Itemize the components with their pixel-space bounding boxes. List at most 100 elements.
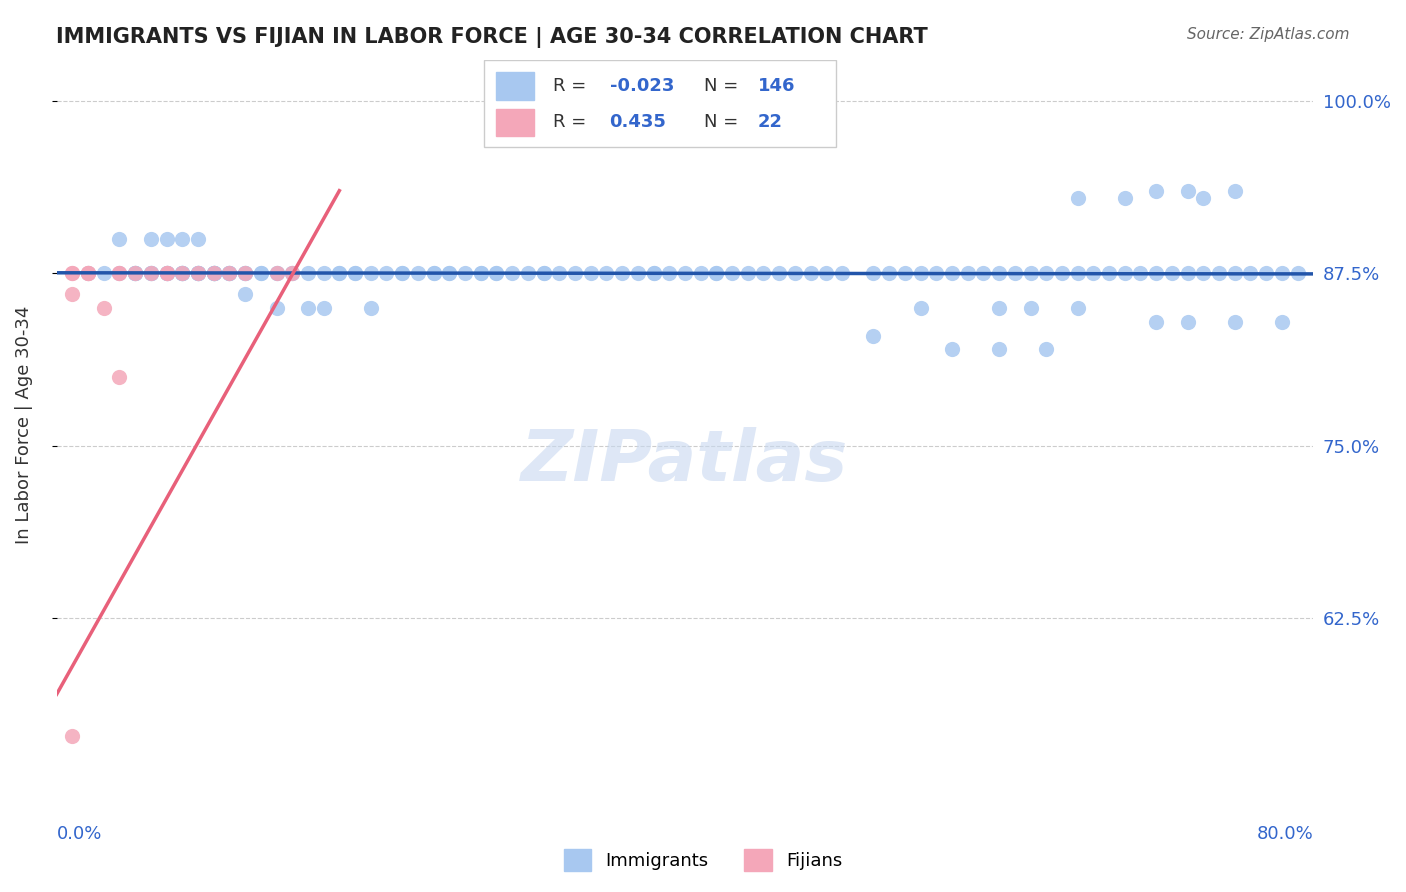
Point <box>1239 267 1261 281</box>
Point <box>60 729 83 743</box>
Point <box>956 267 979 281</box>
Point <box>485 267 508 281</box>
Point <box>1050 267 1073 281</box>
Point <box>643 267 665 281</box>
Point <box>328 267 350 281</box>
Point <box>187 267 209 281</box>
Point <box>139 232 162 246</box>
Point <box>218 267 240 281</box>
Point <box>406 267 429 281</box>
Point <box>108 370 131 384</box>
Point <box>202 267 225 281</box>
Point <box>988 267 1011 281</box>
Point <box>454 267 477 281</box>
Point <box>1271 267 1294 281</box>
Point <box>595 267 617 281</box>
Point <box>925 267 948 281</box>
Point <box>60 267 83 281</box>
Point <box>155 267 177 281</box>
Text: -0.023: -0.023 <box>610 77 673 95</box>
Point <box>124 267 146 281</box>
Point <box>139 267 162 281</box>
Point <box>139 267 162 281</box>
Point <box>548 267 571 281</box>
Point <box>108 267 131 281</box>
Point <box>281 267 304 281</box>
Point <box>1035 267 1057 281</box>
Point <box>737 267 759 281</box>
Point <box>218 267 240 281</box>
Point <box>266 301 288 315</box>
Point <box>187 267 209 281</box>
Point <box>266 267 288 281</box>
Point <box>422 267 444 281</box>
Point <box>485 267 508 281</box>
Point <box>172 267 194 281</box>
Point <box>187 267 209 281</box>
Point <box>1177 267 1199 281</box>
Point <box>187 267 209 281</box>
Point <box>533 267 555 281</box>
Point <box>172 267 194 281</box>
Point <box>1019 267 1042 281</box>
Point <box>187 232 209 246</box>
Point <box>202 267 225 281</box>
Point <box>1223 184 1246 198</box>
Point <box>281 267 304 281</box>
Point <box>77 267 100 281</box>
Point <box>1098 267 1121 281</box>
Point <box>533 267 555 281</box>
Point <box>877 267 900 281</box>
FancyBboxPatch shape <box>496 72 534 100</box>
Point <box>1144 267 1167 281</box>
Point <box>172 267 194 281</box>
Point <box>643 267 665 281</box>
Point <box>894 267 917 281</box>
Point <box>124 267 146 281</box>
Point <box>439 267 461 281</box>
Point <box>391 267 413 281</box>
Point <box>233 267 256 281</box>
Point <box>988 343 1011 357</box>
Point <box>139 267 162 281</box>
Point <box>501 267 523 281</box>
Point <box>187 267 209 281</box>
Text: 0.435: 0.435 <box>610 113 666 131</box>
Point <box>1114 191 1136 205</box>
Point <box>344 267 367 281</box>
Text: 80.0%: 80.0% <box>1257 825 1313 844</box>
Point <box>689 267 711 281</box>
Point <box>360 267 382 281</box>
Point <box>516 267 538 281</box>
Point <box>344 267 367 281</box>
Point <box>783 267 806 281</box>
Point <box>77 267 100 281</box>
Point <box>93 267 115 281</box>
Point <box>1114 267 1136 281</box>
Point <box>172 267 194 281</box>
FancyBboxPatch shape <box>496 109 534 136</box>
Point <box>233 267 256 281</box>
Text: N =: N = <box>704 113 744 131</box>
Point <box>1066 301 1088 315</box>
Point <box>831 267 853 281</box>
Point <box>470 267 492 281</box>
Point <box>439 267 461 281</box>
Point <box>218 267 240 281</box>
Point <box>155 267 177 281</box>
Point <box>155 232 177 246</box>
Point <box>266 267 288 281</box>
Point <box>124 267 146 281</box>
Point <box>266 267 288 281</box>
Point <box>312 301 335 315</box>
Text: R =: R = <box>553 77 592 95</box>
Point <box>250 267 273 281</box>
Point <box>1286 267 1309 281</box>
Text: 146: 146 <box>758 77 796 95</box>
Point <box>391 267 413 281</box>
Legend: Immigrants, Fijians: Immigrants, Fijians <box>557 842 849 879</box>
Point <box>360 301 382 315</box>
Point <box>1035 343 1057 357</box>
Text: 22: 22 <box>758 113 783 131</box>
Point <box>60 287 83 301</box>
